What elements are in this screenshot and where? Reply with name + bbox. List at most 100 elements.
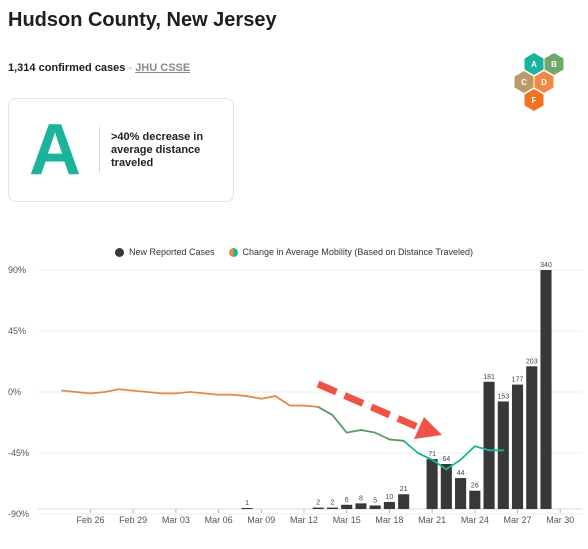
case-bar-label: 64 — [442, 456, 450, 463]
annotation-arrow — [316, 380, 442, 439]
mobility-line-segment — [303, 404, 320, 408]
legend-label: New Reported Cases — [128, 247, 215, 257]
case-bar — [497, 401, 509, 509]
y-tick-label: 0% — [8, 387, 21, 397]
y-tick-label: -45% — [8, 448, 29, 458]
card-divider — [99, 127, 100, 173]
mobility-line-segment — [203, 392, 220, 396]
mobility-line-segment — [61, 389, 78, 393]
page-title: Hudson County, New Jersey — [8, 9, 277, 31]
y-tick-label: 45% — [8, 326, 26, 336]
x-tick-label: Mar 27 — [504, 515, 532, 525]
grade-card: A >40% decrease in average distance trav… — [8, 98, 234, 202]
grade-hexagon-label: C — [521, 78, 527, 87]
x-tick-label: Feb 29 — [119, 515, 147, 525]
mobility-line-segment — [416, 452, 434, 461]
case-bar — [241, 508, 253, 509]
mobility-line-segment — [473, 445, 490, 452]
mobility-line-segment — [445, 458, 462, 471]
mobility-line-segment — [374, 431, 391, 441]
grade-hexagon-c — [514, 71, 534, 93]
legend-item-mobility: Change in Average Mobility (Based on Dis… — [228, 247, 473, 257]
chart-legend: New Reported Cases Change in Average Mobi… — [0, 247, 588, 257]
mobility-line-segment — [118, 388, 135, 392]
case-bar-label: 8 — [359, 495, 363, 502]
mobility-line-segment — [132, 389, 149, 393]
x-tick-label: Feb 26 — [76, 515, 104, 525]
mobility-line-segment — [189, 391, 206, 395]
mobility-line-segment — [274, 395, 291, 407]
mobility-line-segment — [459, 445, 476, 461]
mobility-line-segment — [75, 391, 92, 395]
legend-item-cases: New Reported Cases — [114, 247, 215, 257]
legend-label: Change in Average Mobility (Based on Dis… — [242, 247, 473, 257]
case-bar-label: 153 — [497, 393, 509, 400]
source-link[interactable]: JHU CSSE — [135, 62, 191, 74]
case-bar — [355, 503, 367, 509]
mobility-line-segment — [89, 391, 106, 395]
grade-scale-legend: A B C DF — [514, 53, 564, 111]
case-bar-label: 26 — [471, 483, 479, 490]
x-tick-label: Mar 09 — [247, 515, 275, 525]
case-bar — [426, 459, 438, 509]
confirmed-cases: 1,314 confirmed cases — [8, 62, 126, 74]
mobility-line-segment — [331, 414, 348, 434]
case-bar — [455, 478, 467, 509]
case-bar — [483, 381, 495, 509]
grade-hexagon-a — [524, 53, 544, 75]
x-tick-label: Mar 06 — [205, 515, 233, 525]
case-bar — [398, 494, 410, 509]
case-bar-label: 71 — [428, 451, 436, 458]
case-bar-label: 177 — [512, 377, 524, 384]
case-bar — [326, 507, 339, 509]
annotation-arrow-shaft — [316, 380, 422, 432]
grade-letter: A — [29, 110, 81, 190]
x-tick-label: Mar 12 — [290, 515, 318, 525]
x-tick-label: Mar 30 — [546, 515, 574, 525]
mobility-line-segment — [260, 395, 277, 400]
cases-mobility-chart: 90% 45% 0% -45% -90% Feb 26 Feb 29 Mar 03 Mar 06… — [8, 262, 582, 525]
case-bar — [469, 490, 481, 509]
x-tick-label: Mar 24 — [461, 515, 489, 525]
legend-swatch — [114, 247, 124, 257]
mobility-line-segment — [388, 438, 405, 442]
case-bar-label: 1 — [245, 500, 249, 507]
mobility-line-segment — [246, 395, 263, 400]
grade-description: >40% decrease in average distance travel… — [111, 131, 204, 169]
case-bar-label: 181 — [483, 374, 495, 381]
grade-hexagon-b — [544, 53, 564, 75]
case-bar — [540, 270, 552, 509]
case-bar-label: 6 — [345, 497, 349, 504]
case-bar — [440, 464, 452, 509]
y-tick-label: 90% — [8, 265, 26, 275]
mobility-line-segment — [317, 406, 334, 416]
x-tick-label: Mar 03 — [162, 515, 190, 525]
case-bar — [383, 501, 395, 509]
legend-swatch — [228, 247, 238, 257]
mobility-line-segment — [103, 388, 120, 393]
mobility-line-segment — [231, 393, 248, 397]
x-tick-label: Mar 21 — [418, 515, 446, 525]
grade-hexagon-label: B — [551, 60, 557, 69]
case-bar-label: 44 — [457, 470, 465, 477]
grade-hexagon-label: A — [531, 60, 537, 69]
mobility-line-segment — [431, 458, 448, 471]
case-bar-label: 203 — [526, 358, 538, 365]
case-bar — [312, 507, 324, 509]
case-bar — [369, 505, 381, 509]
x-tick-label: Mar 18 — [375, 515, 403, 525]
x-tick-label: Mar 15 — [333, 515, 361, 525]
case-bar-label: 2 — [331, 500, 335, 507]
grade-hexagon-label: D — [541, 78, 547, 87]
mobility-line-segment — [402, 439, 419, 454]
case-bar — [511, 384, 524, 509]
subtitle-separator: - — [125, 62, 136, 74]
case-bar — [526, 366, 538, 509]
grade-hexagon-f — [524, 89, 544, 111]
case-bar-label: 5 — [373, 497, 377, 504]
case-bar — [341, 504, 353, 509]
y-tick-label: -90% — [8, 509, 29, 519]
mobility-line-segment — [146, 391, 163, 395]
grade-hexagon-label: F — [532, 96, 537, 105]
mobility-line-segment — [360, 429, 377, 434]
